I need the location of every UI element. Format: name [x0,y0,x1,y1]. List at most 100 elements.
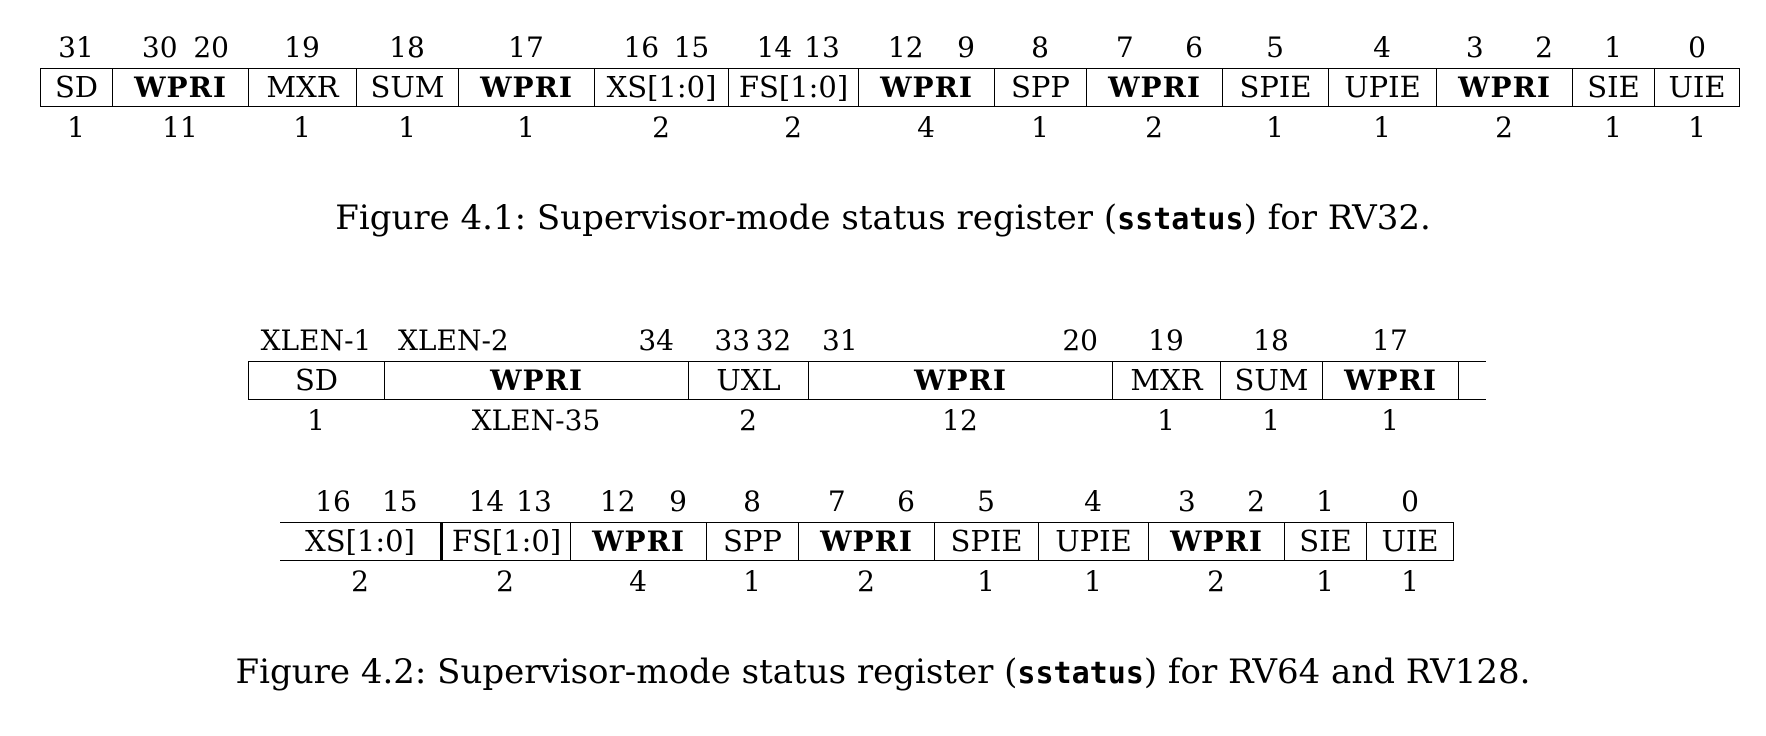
bit-index: 14 13 [440,484,570,520]
field-width: 2 [857,565,875,598]
field-width: 4 [917,111,935,144]
bit-index: 17 [1372,324,1408,357]
field-width: 1 [398,111,416,144]
bit-index: 5 [977,485,995,518]
field-width: 1 [743,565,761,598]
caption-code: sstatus [1117,202,1244,237]
bit-index: XLEN-1 [260,324,372,357]
figure-4-2-row1-register: SD WPRI UXL WPRI MXR SUM WPRI [248,361,1486,400]
field-width: 1 [977,565,995,598]
register-field: SPIE [934,523,1038,560]
field-width: 2 [1145,111,1163,144]
field-width: 1 [1604,111,1622,144]
register-field: XS[1:0] [594,69,728,106]
caption-text: ) for RV64 and RV128. [1143,652,1531,692]
bit-index: 4 [1084,485,1102,518]
bit-index: 0 [1688,31,1706,64]
bit-index-low: 6 [897,485,915,518]
bit-index-low: 13 [804,31,840,64]
bit-index-low: 6 [1185,31,1203,64]
bit-index-low: 2 [1247,485,1265,518]
register-field: SUM [356,69,458,106]
register-field: FS[1:0] [728,69,858,106]
bit-index-high: 7 [827,485,846,518]
register-field: SIE [1284,523,1366,560]
register-field: WPRI [1322,362,1458,399]
figure-4-1-caption: Figure 4.1: Supervisor-mode status regis… [0,198,1766,238]
bit-index-low: 20 [193,31,229,64]
bit-index-high: 7 [1115,31,1134,64]
bit-index: 18 [389,31,425,64]
bit-index: 1 [1604,31,1622,64]
bit-index-high: 31 [822,324,858,357]
field-width: 1 [1157,404,1175,437]
caption-code: sstatus [1017,656,1144,691]
register-field: XS[1:0] [305,524,415,558]
register-field: UXL [688,362,808,399]
field-width: 2 [652,111,670,144]
bit-index-high: 16 [315,485,351,518]
register-field: SD [40,69,112,106]
bit-index-high: 14 [756,31,793,64]
figure-4-2-row1-bit-numbers: XLEN-1 XLEN-2 34 33 32 31 20 19 18 17 [248,323,1458,359]
field-width: 2 [1495,111,1513,144]
register-field: UPIE [1038,523,1148,560]
figure-4-2-row1-field-widths: 1 XLEN-35 2 12 1 1 1 [248,403,1458,439]
bit-index: 19 [1148,324,1184,357]
bit-index-low: 2 [1535,31,1553,64]
field-width: 1 [1084,565,1102,598]
bit-index: 5 [1266,31,1284,64]
field-width: 1 [1266,111,1284,144]
figure-4-2-row2-register: XS[1:0] FS[1:0] WPRI SPP WPRI SPIE UPIE WPRI SIE… [280,522,1454,561]
bit-index: 14 13 [728,30,858,66]
bit-index: 19 [284,31,320,64]
register-field: WPRI [1436,69,1572,106]
field-width: 11 [162,111,198,144]
bit-index: 33 32 [688,323,808,359]
figure-4-1-field-widths: 1 11 1 1 1 2 2 4 1 2 1 1 2 1 1 [40,110,1740,146]
bit-index: 31 [58,31,94,64]
bit-index-low: 15 [381,485,418,518]
field-width: 1 [293,111,311,144]
field-width: 1 [307,404,325,437]
bit-index-high: XLEN-2 [398,324,509,357]
register-field: WPRI [570,523,706,560]
field-width: 4 [629,565,647,598]
bit-index-low: 34 [638,324,674,357]
field-width: 1 [1401,565,1419,598]
bit-index-low: 15 [673,31,710,64]
bit-index: 16 15 [594,30,728,66]
bit-index: 31 20 [808,323,1112,359]
bit-index: 12 9 [570,484,706,520]
field-width: 1 [1381,404,1399,437]
field-width: 2 [784,111,802,144]
caption-text: ) for RV32. [1243,198,1431,238]
bit-index-low: 9 [669,485,687,518]
field-width: 2 [1207,565,1225,598]
field-width: 2 [739,404,757,437]
bit-index-high: 3 [1177,485,1196,518]
bit-index-high: 33 [714,324,751,357]
bit-index: 8 [743,485,761,518]
register-field: UIE [1366,523,1454,560]
bit-index: 18 [1253,324,1289,357]
register-continuation [1458,362,1486,399]
bit-index: 8 [1031,31,1049,64]
figure-4-2-caption: Figure 4.2: Supervisor-mode status regis… [0,652,1766,692]
caption-text: Figure 4.2: Supervisor-mode status regis… [235,652,1018,692]
register-field: SIE [1572,69,1654,106]
bit-index-high: 3 [1465,31,1484,64]
bit-index-low: 32 [755,324,792,357]
bit-index: 12 9 [858,30,994,66]
figure-4-1-register: SD WPRI MXR SUM WPRI XS[1:0] FS[1:0] WPRI SPP WPR… [40,68,1740,107]
bit-index: 17 [508,31,544,64]
register-field: WPRI [798,523,934,560]
field-width: 1 [1031,111,1049,144]
register-field: UPIE [1328,69,1436,106]
bit-index-low: 20 [1062,324,1098,357]
field-width: 2 [351,565,369,598]
register-field: SPP [994,69,1086,106]
register-field: WPRI [808,362,1112,399]
